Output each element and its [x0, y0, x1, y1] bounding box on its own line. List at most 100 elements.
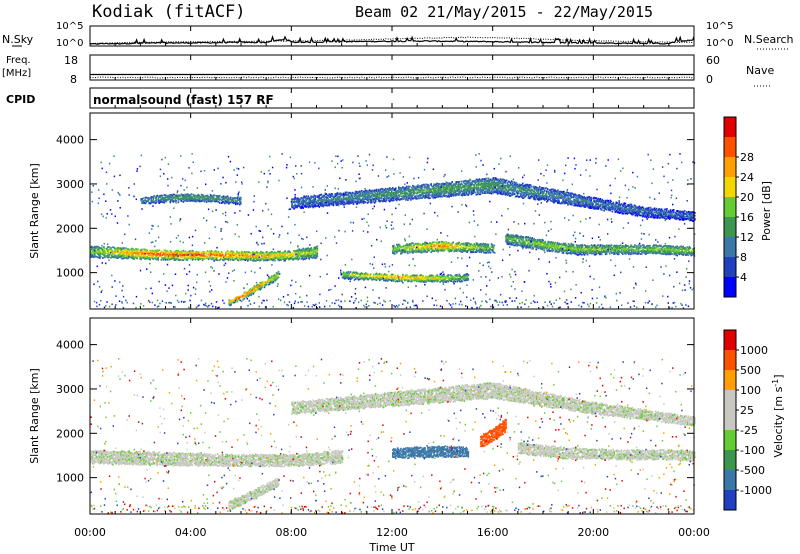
- heat-cell: [243, 253, 245, 255]
- heat-cell: [196, 253, 199, 256]
- heat-cell: [113, 255, 115, 258]
- heat-cell: [291, 257, 293, 260]
- heat-cell: [273, 274, 276, 277]
- heat-cell: [94, 255, 96, 258]
- heat-cell: [314, 195, 317, 198]
- heat-cell: [427, 278, 429, 281]
- heat-cell: [379, 274, 382, 277]
- heat-cell: [166, 258, 169, 261]
- heat-cell: [277, 270, 280, 273]
- heat-cell: [216, 252, 219, 255]
- heat-cell: [481, 180, 484, 182]
- heat-cell: [209, 251, 212, 254]
- heat-cell: [328, 204, 331, 207]
- heat-cell: [224, 253, 227, 256]
- heat-cell: [419, 277, 421, 280]
- heat-cell: [104, 247, 106, 250]
- nsearch-tick-top: 10^5: [706, 21, 733, 32]
- heat-cell: [391, 279, 393, 282]
- heat-cell: [248, 251, 250, 254]
- heat-cell: [640, 244, 642, 247]
- heat-cell: [138, 253, 140, 256]
- heat-cell: [253, 288, 256, 291]
- heat-cell: [180, 250, 183, 253]
- heat-cell: [149, 256, 151, 259]
- heat-cell: [171, 254, 174, 256]
- heat-cell: [181, 256, 184, 259]
- heat-cell: [170, 258, 173, 260]
- heat-cell: [292, 258, 294, 260]
- heat-cell: [260, 284, 263, 287]
- heat-cell: [352, 271, 355, 274]
- heat-cell: [359, 275, 362, 277]
- heat-cell: [188, 250, 191, 252]
- heat-cell: [170, 256, 173, 259]
- heat-cell: [380, 197, 383, 200]
- heat-cell: [193, 255, 196, 258]
- heat-cell: [131, 247, 133, 250]
- heat-cell: [94, 253, 96, 256]
- heat-cell: [433, 277, 435, 279]
- heat-cell: [175, 255, 178, 257]
- heat-cell: [421, 188, 423, 190]
- heat-cell: [124, 249, 126, 251]
- heat-cell: [140, 258, 142, 261]
- heat-cell: [107, 246, 109, 249]
- heat-cell: [432, 279, 434, 282]
- heat-cell: [100, 252, 102, 255]
- heat-cell: [235, 255, 237, 258]
- heat-cell: [387, 274, 389, 277]
- heat-cell: [456, 274, 458, 277]
- heat-cell: [179, 258, 182, 261]
- heat-cell: [422, 277, 424, 280]
- heat-cell: [379, 278, 382, 281]
- heat-cell: [461, 277, 464, 279]
- heat-cell: [290, 253, 292, 256]
- heat-cell: [161, 257, 164, 260]
- heat-cell: [160, 258, 163, 261]
- nsky-tick-bottom: 10^0: [56, 38, 83, 49]
- heat-cell: [202, 254, 205, 256]
- heat-cell: [203, 251, 206, 254]
- heat-cell: [238, 257, 240, 259]
- heat-cell: [305, 247, 307, 250]
- heat-cell: [294, 254, 296, 257]
- heat-cell: [244, 295, 247, 297]
- heat-cell: [402, 277, 404, 279]
- heat-cell: [253, 259, 255, 262]
- heat-cell: [465, 276, 468, 278]
- heat-cell: [93, 249, 95, 251]
- heat-cell: [451, 181, 453, 183]
- heat-cell: [228, 254, 231, 257]
- nsky-tick-top: 10^5: [56, 21, 83, 32]
- heat-cell: [236, 250, 238, 253]
- heat-cell: [270, 256, 272, 259]
- heat-cell: [92, 246, 94, 249]
- heat-cell: [125, 253, 127, 256]
- heat-cell: [229, 299, 231, 302]
- heat-cell: [392, 273, 394, 276]
- heat-cell: [432, 276, 434, 279]
- heat-cell: [283, 257, 285, 259]
- heat-cell: [385, 279, 387, 282]
- heat-cell: [416, 280, 418, 283]
- heat-cell: [224, 254, 227, 257]
- heat-cell: [128, 248, 130, 251]
- heat-cell: [186, 254, 189, 257]
- heat-cell: [251, 253, 253, 256]
- heat-cell: [345, 271, 348, 274]
- heat-cell: [161, 254, 164, 256]
- heat-cell: [191, 256, 194, 258]
- heat-cell: [257, 285, 260, 288]
- heat-cell: [211, 250, 214, 253]
- heat-cell: [131, 254, 133, 257]
- heat-cell: [430, 276, 432, 279]
- heat-cell: [145, 255, 147, 258]
- heat-cell: [341, 276, 344, 279]
- heat-cell: [415, 279, 417, 282]
- heat-cell: [220, 252, 223, 255]
- heat-cell: [234, 253, 236, 256]
- heat-cell: [271, 275, 274, 278]
- heat-cell: [209, 254, 212, 257]
- heat-cell: [252, 290, 255, 292]
